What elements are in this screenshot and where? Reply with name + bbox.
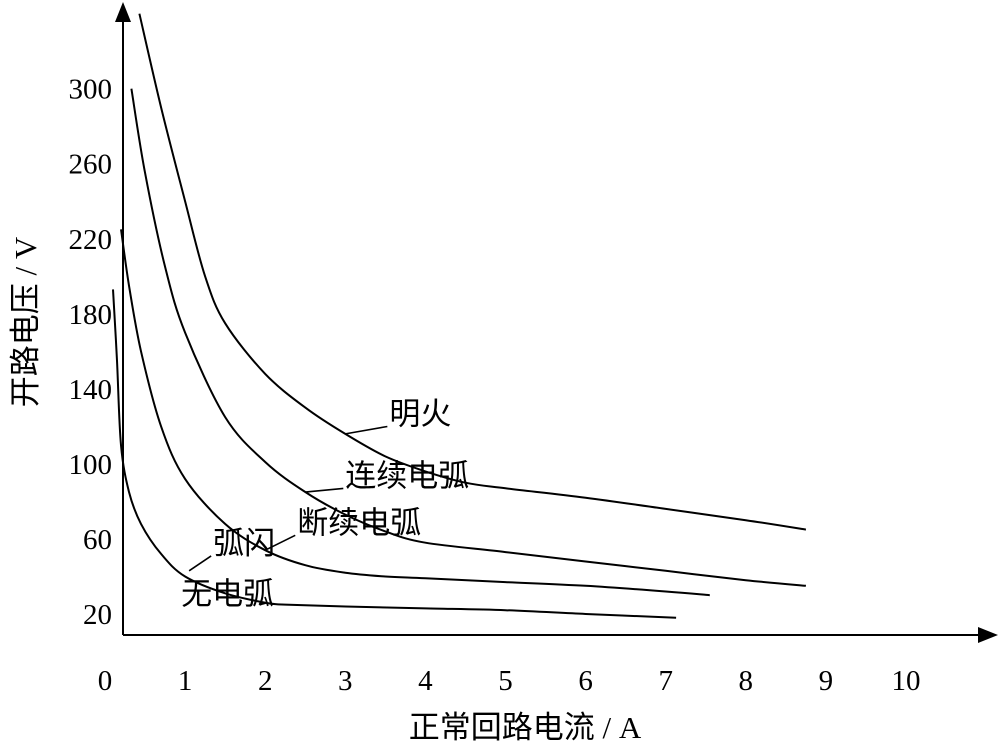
x-tick-label: 5 [498,665,513,697]
series-line [112,289,677,619]
y-tick-label: 100 [69,449,113,481]
y-tick-label: 20 [83,599,112,631]
x-tick-label: 0 [98,665,113,697]
y-axis-arrow-icon [115,2,131,22]
y-tick-label: 140 [69,374,113,406]
series-line [130,88,806,587]
x-tick-label: 6 [578,665,593,697]
annotation-label: 连续电弧 [345,458,469,493]
x-tick-label: 8 [739,665,754,697]
annotation-leader [188,555,212,572]
y-tick-label: 220 [69,224,113,256]
annotation-leader [345,425,388,435]
y-axis-title: 开路电压 / V [8,236,43,407]
y-tick-label: 300 [69,74,113,106]
x-tick-label: 2 [258,665,273,697]
annotation-label: 无电弧 [181,577,274,612]
x-tick-label: 7 [658,665,673,697]
annotation-leader [305,487,344,493]
x-axis-arrow-icon [978,627,998,643]
x-tick-label: 10 [892,665,921,697]
annotation-label: 断续电弧 [297,505,421,540]
tick-labels: 0 1 2 3 4 5 6 7 8 9 10 20 60 100 140 180 220 260 300 [69,74,921,697]
x-tick-label: 4 [418,665,433,697]
series-lines [112,13,807,619]
x-tick-label: 3 [338,665,353,697]
y-tick-label: 180 [69,299,113,331]
series-line [120,229,710,597]
annotation-label: 弧闪 [213,526,275,561]
annotation-label: 明火 [389,397,451,432]
annotation-leader [264,534,296,551]
axes [115,2,998,643]
y-tick-label: 260 [69,149,113,181]
series-line [138,13,807,531]
x-tick-label: 1 [178,665,193,697]
y-tick-label: 60 [83,524,112,556]
x-tick-label: 9 [819,665,834,697]
x-axis-title: 正常回路电流 / A [409,710,642,745]
